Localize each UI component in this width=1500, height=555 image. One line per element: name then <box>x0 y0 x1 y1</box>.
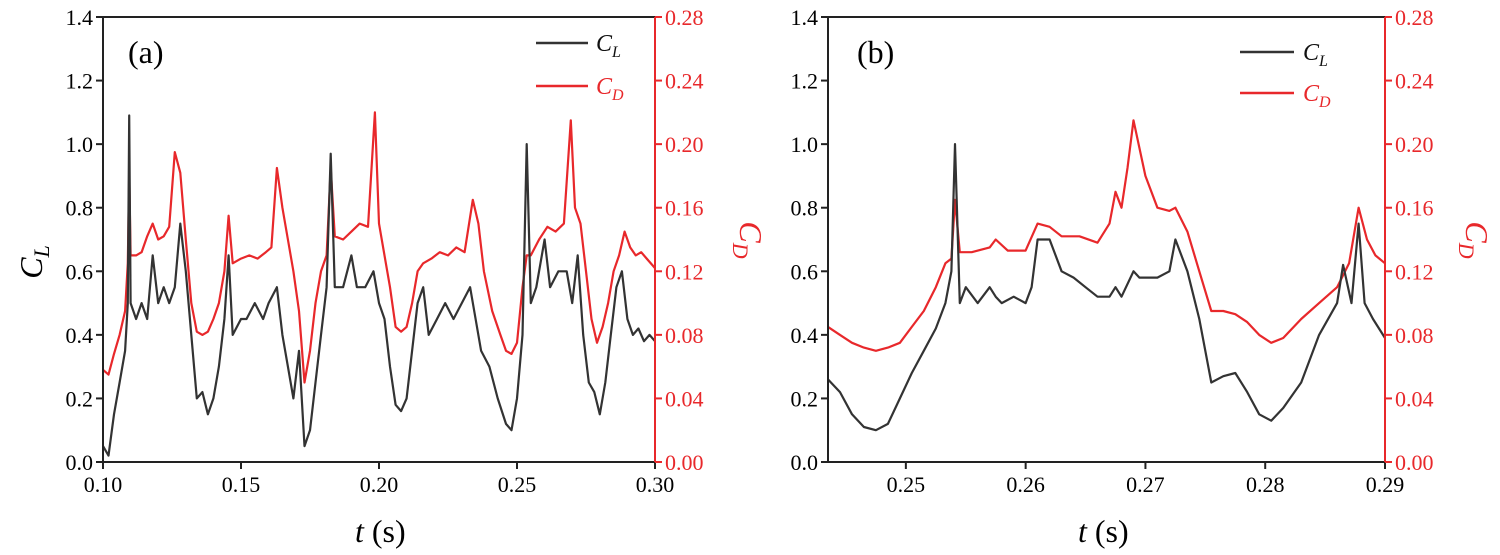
panel-a-left-tick-label: 1.0 <box>66 132 94 157</box>
panel-b-series-cd-line <box>827 119 1386 352</box>
panel-a-legend-cd-main: C <box>596 74 613 100</box>
panel-b-left-tick-label: 0.4 <box>791 323 819 348</box>
panel-b: 0.25 0.26 0.27 0.28 0.29 0.0 0.2 0.4 0.6 0.8 1.0 1.… <box>791 5 1496 549</box>
panel-b-x-tick-label: 0.29 <box>1366 472 1405 497</box>
panel-b-left-tick-label: 1.0 <box>791 132 819 157</box>
panel-a-left-tick-label: 0.6 <box>66 259 94 284</box>
panel-a-x-tick-label: 0.20 <box>360 472 399 497</box>
panel-b-x-tick-label: 0.26 <box>1006 472 1045 497</box>
panel-b-legend-cl-main: C <box>1303 40 1320 66</box>
panel-b-right-tick-label: 0.24 <box>1395 69 1434 94</box>
panel-b-right-tick-label: 0.08 <box>1395 323 1434 348</box>
panel-b-left-tick-label: 0.8 <box>791 196 819 221</box>
panel-a-left-tick-label: 1.4 <box>66 5 94 30</box>
panel-a-left-tick-label: 0.8 <box>66 196 94 221</box>
panel-a-left-tick-label: 0.4 <box>66 323 94 348</box>
panel-a-x-tick-label: 0.10 <box>84 472 123 497</box>
panel-b-x-axis-title: t (s) <box>1078 513 1129 549</box>
panel-a-legend-cd-label: CD <box>596 74 624 104</box>
panel-b-legend-cd-sub: D <box>1318 94 1331 111</box>
panel-b-legend-cd-label: CD <box>1303 81 1331 111</box>
panel-a-series-cd-line <box>102 111 656 384</box>
panel-b-right-tick-label: 0.12 <box>1395 259 1434 284</box>
panel-a-series-cl-line <box>102 114 656 457</box>
panel-b-legend-cd-main: C <box>1303 81 1320 107</box>
panel-a-right-tick-label: 0.16 <box>665 196 704 221</box>
panel-b-frame <box>827 16 1386 463</box>
panel-a-right-axis-title: CD <box>728 221 769 258</box>
panel-b-legend-cl-label: CL <box>1303 40 1328 70</box>
panel-b-right-tick-label: 0.00 <box>1395 450 1434 475</box>
panel-a-x-tick-label: 0.15 <box>222 472 261 497</box>
panel-a-x-tick-label: 0.25 <box>498 472 537 497</box>
panel-a-series <box>102 111 656 457</box>
panel-a-right-tick-label: 0.12 <box>665 259 704 284</box>
panel-a-right-tick-label: 0.28 <box>665 5 704 30</box>
panel-b-series <box>827 119 1386 432</box>
panel-b-x-tick-label: 0.25 <box>887 472 926 497</box>
panel-b-x-tick-label: 0.28 <box>1246 472 1285 497</box>
panel-a-x-axis-title: t (s) <box>355 513 406 549</box>
panel-b-ticks: 0.25 0.26 0.27 0.28 0.29 0.0 0.2 0.4 0.6 0.8 1.0 1.… <box>791 5 1434 497</box>
panel-a-right-tick-label: 0.20 <box>665 132 704 157</box>
panel-b-right-axis-title: CD <box>1454 221 1495 258</box>
panel-b-right-tick-label: 0.04 <box>1395 386 1434 411</box>
panel-a-right-tick-label: 0.24 <box>665 69 704 94</box>
panel-b-left-tick-label: 1.2 <box>791 69 819 94</box>
panel-a-left-tick-label: 1.2 <box>66 69 94 94</box>
panel-b-left-tick-label: 0.2 <box>791 386 819 411</box>
panel-a-legend-cl-label: CL <box>596 31 621 61</box>
panel-a-right-tick-label: 0.08 <box>665 323 704 348</box>
panel-b-left-tick-label: 0.0 <box>791 450 819 475</box>
panel-a-legend-cl-sub: L <box>611 44 621 61</box>
panel-b-right-tick-label: 0.16 <box>1395 196 1434 221</box>
panel-b-left-tick-label: 1.4 <box>791 5 819 30</box>
panel-a-left-tick-label: 0.0 <box>66 450 94 475</box>
panel-a: 0.10 0.15 0.20 0.25 0.30 0.0 0.2 0.4 0.6 0.8 1.0 1.… <box>13 5 769 549</box>
panel-a-legend-cd-sub: D <box>611 87 624 104</box>
panel-a-legend-cl-main: C <box>596 31 613 57</box>
panel-b-x-tick-label: 0.27 <box>1126 472 1165 497</box>
panel-a-label: (a) <box>128 34 164 70</box>
panel-a-right-tick-label: 0.04 <box>665 386 704 411</box>
panel-a-x-tick-label: 0.30 <box>636 472 675 497</box>
panel-a-left-axis-title: CL <box>13 245 54 279</box>
panel-b-label: (b) <box>857 34 894 70</box>
panel-b-right-tick-label: 0.28 <box>1395 5 1434 30</box>
panel-b-legend-cl-sub: L <box>1318 53 1328 70</box>
panel-a-ticks: 0.10 0.15 0.20 0.25 0.30 0.0 0.2 0.4 0.6 0.8 1.0 1.… <box>66 5 704 497</box>
panel-b-right-tick-label: 0.20 <box>1395 132 1434 157</box>
panel-b-left-tick-label: 0.6 <box>791 259 819 284</box>
panel-a-right-tick-label: 0.00 <box>665 450 704 475</box>
panel-b-series-cl-line <box>827 143 1386 432</box>
panel-a-left-tick-label: 0.2 <box>66 386 94 411</box>
